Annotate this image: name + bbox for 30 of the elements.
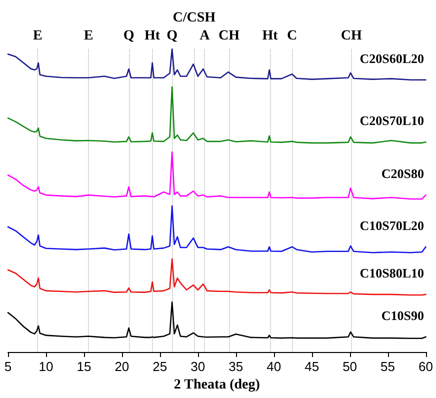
x-tick-label: 55: [380, 359, 396, 374]
x-axis-title: 2 Theata (deg): [174, 378, 260, 392]
x-tick-label: 35: [228, 359, 244, 374]
ref-line-label: C: [287, 28, 298, 44]
ref-line-label: C/CSH: [172, 10, 216, 26]
x-tick-label: 40: [266, 359, 282, 374]
series-label: C20S70L10: [360, 113, 424, 128]
ref-line-label: CH: [218, 28, 240, 44]
ref-line-label: A: [200, 28, 211, 44]
ref-line-label: Ht: [262, 28, 278, 44]
x-tick-label: 15: [76, 359, 92, 374]
ref-line-label: Q: [166, 28, 178, 44]
series-label: C10S70L20: [360, 218, 424, 233]
ref-line-label: E: [84, 28, 94, 44]
series-label: C10S90: [381, 308, 424, 323]
ref-line-label: Ht: [144, 28, 160, 44]
x-tick-label: 30: [190, 359, 206, 374]
x-tick-label: 50: [342, 359, 358, 374]
series-label: C10S80L10: [360, 265, 424, 280]
x-tick-label: 45: [304, 359, 320, 374]
x-tick-label: 10: [38, 359, 54, 374]
x-tick-label: 5: [4, 359, 12, 374]
ref-line-label: CH: [340, 28, 362, 44]
ref-line-label: E: [32, 28, 42, 44]
series-label: C20S60L20: [360, 50, 424, 66]
x-tick-label: 60: [418, 359, 434, 374]
x-tick-label: 20: [114, 359, 130, 374]
x-tick-label: 25: [152, 359, 168, 374]
series-label: C20S80: [381, 166, 424, 182]
ref-line-label: Q: [123, 28, 134, 44]
